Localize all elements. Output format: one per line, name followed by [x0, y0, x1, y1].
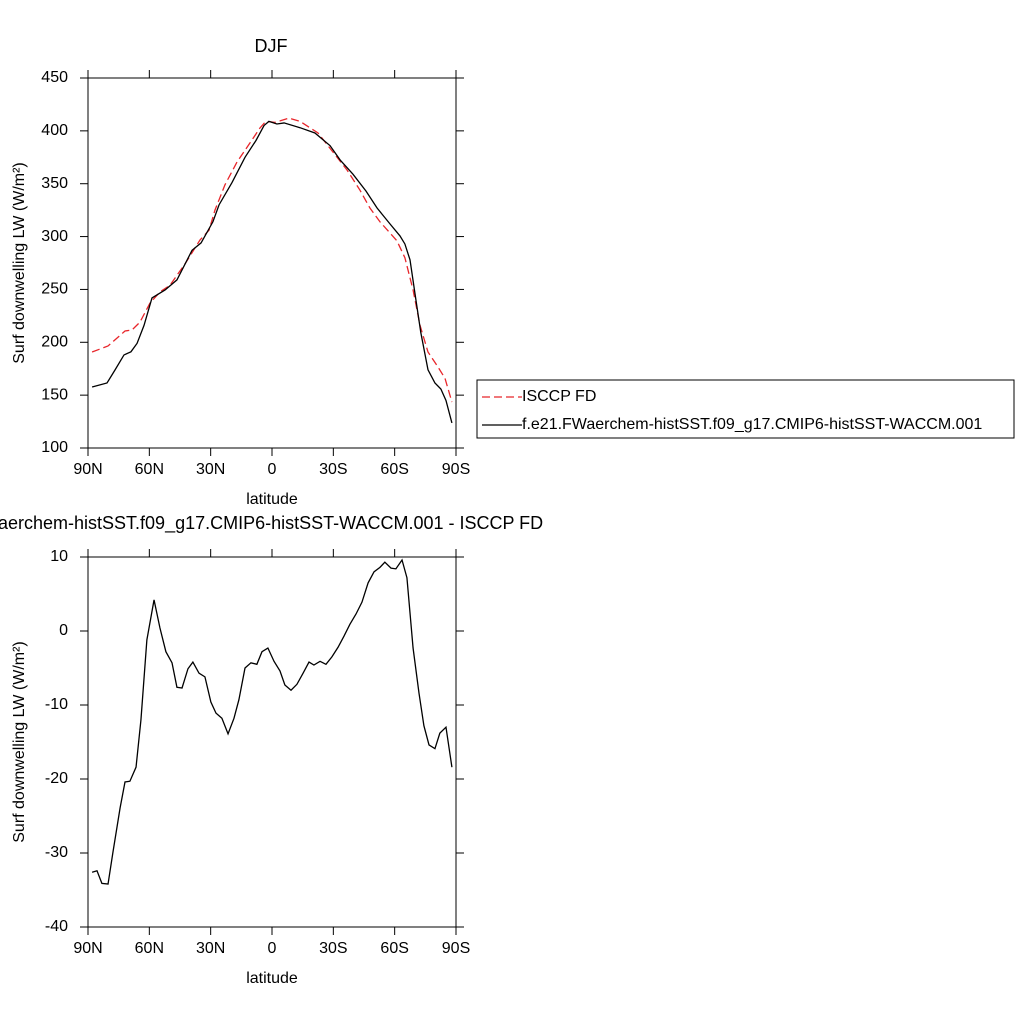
x-tick-label: 60S — [380, 940, 408, 957]
y-tick-label: 250 — [41, 281, 68, 298]
x-tick-label: 30N — [196, 940, 225, 957]
legend-box — [476, 379, 1015, 439]
y-tick-label: 400 — [41, 122, 68, 139]
plot-frame — [87, 556, 457, 928]
y-tick-label: 300 — [41, 228, 68, 245]
y-tick-label: 350 — [41, 175, 68, 192]
x-tick-label: 30N — [196, 461, 225, 478]
chart-title: aerchem-histSST.f09_g17.CMIP6-histSST-WA… — [0, 513, 543, 534]
plot-frame — [87, 77, 457, 449]
x-tick-label: 90S — [442, 461, 470, 478]
x-tick-label: 90N — [73, 940, 102, 957]
y-axis-label: Surf downwelling LW (W/m²) — [11, 641, 28, 843]
x-tick-label: 60N — [135, 461, 164, 478]
x-tick-label: 0 — [268, 461, 277, 478]
x-tick-label: 30S — [319, 461, 347, 478]
y-tick-label: -10 — [45, 696, 68, 713]
y-tick-label: 150 — [41, 386, 68, 403]
x-axis-label: latitude — [246, 970, 298, 987]
y-tick-label: -20 — [45, 770, 68, 787]
y-tick-label: -40 — [45, 918, 68, 935]
legend-label: f.e21.FWaerchem-histSST.f09_g17.CMIP6-hi… — [522, 416, 982, 433]
x-tick-label: 0 — [268, 940, 277, 957]
y-tick-label: 10 — [50, 548, 68, 565]
x-tick-label: 30S — [319, 940, 347, 957]
data-line — [91, 120, 453, 424]
x-tick-label: 90S — [442, 940, 470, 957]
y-tick-label: 0 — [59, 622, 68, 639]
x-axis-label: latitude — [246, 491, 298, 508]
y-tick-label: 100 — [41, 439, 68, 456]
data-line — [91, 558, 453, 885]
y-tick-label: 200 — [41, 334, 68, 351]
x-tick-label: 60N — [135, 940, 164, 957]
x-tick-label: 90N — [73, 461, 102, 478]
x-tick-label: 60S — [380, 461, 408, 478]
y-tick-label: -30 — [45, 844, 68, 861]
chart-title: DJF — [255, 36, 288, 56]
data-line — [91, 117, 453, 403]
y-tick-label: 450 — [41, 69, 68, 86]
legend-label: ISCCP FD — [522, 388, 596, 405]
y-axis-label: Surf downwelling LW (W/m²) — [11, 162, 28, 364]
